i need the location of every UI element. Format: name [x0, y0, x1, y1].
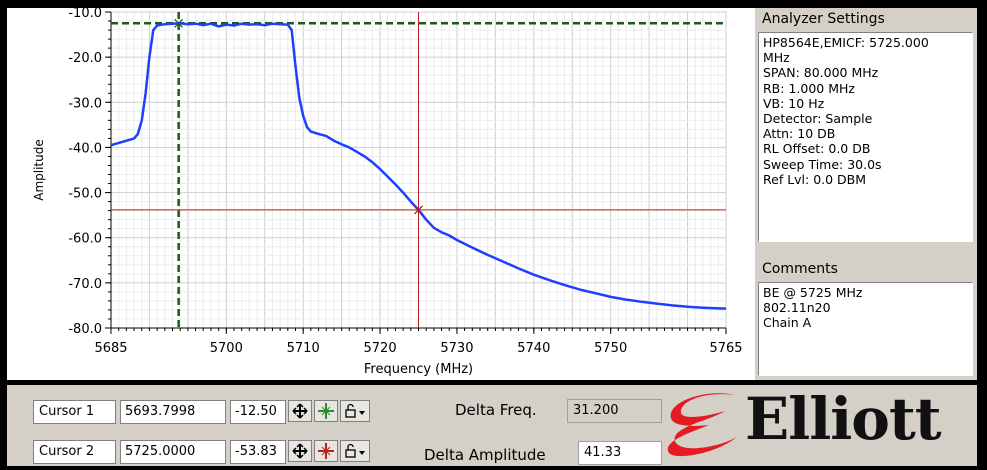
settings-line: Attn: 10 DB [763, 126, 836, 142]
comments-line: 802.11n20 [763, 300, 831, 316]
settings-line: Sweep Time: 30.0s [763, 156, 882, 172]
cursor-2-lock-menu[interactable] [340, 440, 370, 462]
cursor-readout-panel: Cursor 1 5693.7998 -12.50 Cursor 2 5725.… [7, 385, 977, 466]
settings-line: Detector: Sample [763, 111, 873, 127]
settings-line: VB: 10 Hz [763, 95, 825, 111]
elliott-wordmark: Elliott [745, 385, 942, 453]
y-tick-label: -60.0 [68, 232, 102, 247]
window-frame-top [0, 0, 987, 8]
cursor-1-lock-menu[interactable] [340, 400, 370, 422]
move-cross-icon [292, 443, 308, 459]
cursor-2-frequency[interactable]: 5725.0000 [120, 440, 226, 464]
x-tick-label: 5730 [440, 341, 473, 356]
y-tick-label: -70.0 [68, 277, 102, 292]
settings-line: RL Offset: 0.0 DB [763, 141, 871, 157]
x-tick-label: 5720 [364, 341, 397, 356]
y-tick-label: -30.0 [68, 96, 102, 111]
x-tick-label: 5740 [517, 341, 550, 356]
comments-line: BE @ 5725 MHz [763, 285, 863, 300]
settings-line: Ref Lvl: 0.0 DBM [763, 171, 867, 187]
cursor-1-amplitude[interactable]: -12.50 [230, 400, 286, 424]
comments-line: Chain A [763, 315, 812, 331]
settings-line: RB: 1.000 MHz [763, 80, 855, 96]
delta-frequency-value: 31.200 [567, 399, 662, 423]
spectrum-graph[interactable]: -10.0 -20.0 -30.0 -40.0 -50.0 -60.0 -70.0 -80.0… [7, 8, 755, 380]
cursor-crosshair-icon [318, 443, 334, 459]
cursor-1-move-button[interactable] [288, 400, 312, 422]
x-tick-label: 5700 [210, 341, 243, 356]
delta-frequency-label: Delta Freq. [455, 401, 537, 419]
window-frame-bottom [0, 466, 987, 470]
comments-title: Comments [762, 261, 838, 277]
move-cross-icon [292, 403, 308, 419]
cursor-2-point [414, 205, 423, 215]
analyzer-settings-title: Analyzer Settings [762, 11, 885, 27]
cursor-2-style-button[interactable] [314, 440, 338, 462]
cursor-1-style-button[interactable] [314, 400, 338, 422]
comments-panel: Comments BE @ 5725 MHz 802.11n20 Chain A [755, 245, 977, 380]
x-tick-label: 5750 [594, 341, 627, 356]
x-tick-label: 5710 [287, 341, 320, 356]
cursor-2-amplitude[interactable]: -53.83 [230, 440, 286, 464]
window-frame-left [0, 0, 7, 470]
cursor-2-move-button[interactable] [288, 440, 312, 462]
lock-dropdown-icon [345, 443, 365, 458]
series-line [110, 22, 727, 310]
x-tick-label: 5685 [94, 341, 127, 356]
analyzer-settings-text[interactable]: HP8564E,EMICF: 5725.000 MHz SPAN: 80.000 M… [758, 32, 973, 242]
lock-dropdown-icon [345, 403, 365, 418]
cursor-2-label[interactable]: Cursor 2 [33, 440, 116, 464]
delta-amplitude-value: 41.33 [578, 441, 662, 465]
settings-line: HP8564E,EMICF: 5725.000 [763, 35, 929, 50]
analyzer-settings-panel: Analyzer Settings HP8564E,EMICF: 5725.00… [755, 8, 977, 245]
cursor-crosshair-icon [318, 403, 334, 419]
settings-line: MHz [763, 50, 790, 66]
delta-amplitude-label: Delta Amplitude [424, 446, 546, 464]
y-tick-label: -10.0 [68, 8, 102, 21]
x-axis-title: Frequency (MHz) [364, 362, 473, 377]
x-tick-label: 5765 [709, 341, 742, 356]
spectrum-plot[interactable]: -10.0 -20.0 -30.0 -40.0 -50.0 -60.0 -70.0 -80.0… [7, 8, 755, 380]
window-frame-right [977, 0, 987, 470]
comments-text[interactable]: BE @ 5725 MHz 802.11n20 Chain A [758, 282, 973, 376]
elliott-logo: Elliott [665, 385, 975, 464]
cursor-1-point [174, 18, 184, 28]
y-tick-label: -20.0 [68, 51, 102, 66]
y-tick-label: -80.0 [68, 322, 102, 337]
y-axis-title: Amplitude [32, 139, 46, 201]
window-frame-divider [0, 380, 987, 385]
cursor-1-frequency[interactable]: 5693.7998 [120, 400, 226, 424]
settings-line: SPAN: 80.000 MHz [763, 65, 879, 81]
y-tick-label: -50.0 [68, 187, 102, 202]
cursor-1-label[interactable]: Cursor 1 [33, 400, 116, 424]
y-tick-label: -40.0 [68, 141, 102, 156]
elliott-swoosh-icon [667, 393, 737, 457]
